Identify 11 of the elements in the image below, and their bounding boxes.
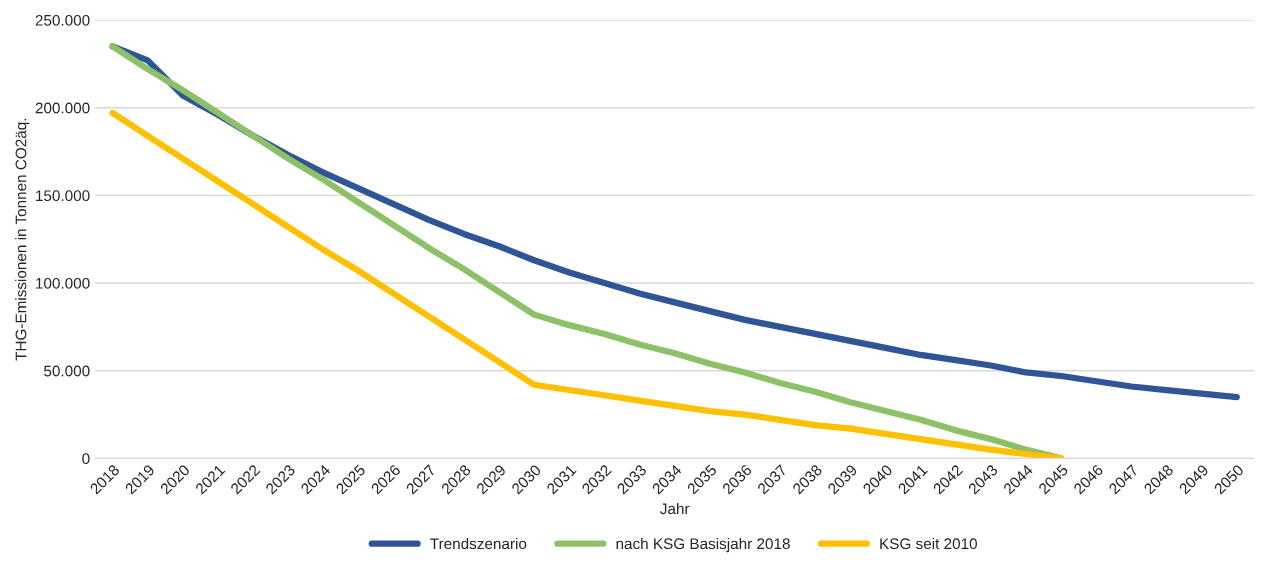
y-tick-label: 100.000 <box>36 277 90 289</box>
legend-label: nach KSG Basisjahr 2018 <box>616 537 790 553</box>
y-tick-label: 50.000 <box>44 365 90 377</box>
y-axis-title: THG-Emissionen in Tonnen CO2äq. <box>15 118 30 361</box>
y-tick-label: 200.000 <box>35 102 90 114</box>
legend-label: Trendszenario <box>430 537 527 550</box>
y-tick-label: 150.000 <box>36 190 90 202</box>
legend-label: KSG seit 2010 <box>880 537 977 550</box>
y-tick-label: 250.000 <box>35 14 90 26</box>
x-axis-title: Jahr <box>660 502 690 515</box>
y-tick-label: 0 <box>82 453 90 465</box>
